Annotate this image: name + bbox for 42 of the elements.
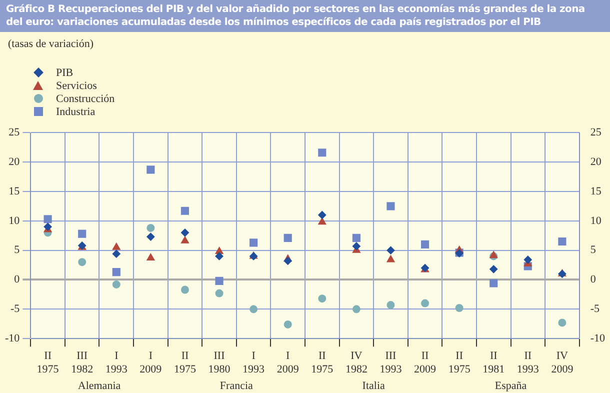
- x-tick-label: I 2009: [140, 350, 162, 376]
- legend-label: PIB: [56, 66, 74, 78]
- y-tick-label: 10: [8, 214, 20, 227]
- text: Francia: [220, 380, 254, 392]
- y2-tick-label: 10: [590, 214, 602, 227]
- y-tick-label: -10: [4, 332, 20, 344]
- x-tick-label: II 2009: [414, 350, 437, 376]
- y2-tick-label: 15: [590, 185, 602, 198]
- text: Alemania: [78, 380, 121, 392]
- y2-tick-label: 5: [590, 244, 596, 256]
- text: Italia: [362, 380, 385, 392]
- x-tick-label: II 1981: [482, 350, 505, 376]
- y2-tick-label: 0: [590, 274, 596, 286]
- x-tick-label: II 1975: [311, 350, 334, 376]
- legend-label: Construcción: [56, 92, 115, 104]
- x-tick-label: II 1975: [174, 350, 196, 376]
- y2-tick-label: 20: [590, 156, 602, 168]
- legend-label: Servicios: [56, 80, 97, 92]
- y-tick-label: 5: [14, 244, 20, 256]
- x-tick-label: IV 2009: [551, 350, 574, 376]
- y2-tick-label: 25: [590, 126, 602, 138]
- y-tick-label: 15: [8, 185, 20, 198]
- x-tick-label: I 1993: [105, 350, 128, 376]
- y-tick-label: 20: [8, 156, 20, 168]
- y-tick-label: -5: [10, 303, 20, 316]
- x-tick-label: III 1982: [71, 350, 94, 376]
- text: España: [494, 380, 527, 392]
- chart-subtitle: (tasas de variación): [7, 37, 95, 52]
- y-tick-label: 0: [14, 274, 20, 286]
- chart-title: Gráfico B Recuperaciones del PIB y del valor añadido por sectores en las economías más grandes de la zona del euro: variaciones acumuladas desde los mínimos específicos de cada país registrados por el PIB: [0, 0, 610, 32]
- y2-tick-label: -5: [590, 303, 600, 316]
- x-tick-label: I 1993: [242, 350, 266, 376]
- legend-label: Industria: [56, 106, 96, 118]
- x-tick-label: IV 1982: [345, 350, 368, 376]
- x-tick-label: III 1980: [208, 350, 231, 376]
- x-tick-label: II 1975: [448, 350, 471, 376]
- y-tick-label: 25: [8, 126, 20, 138]
- y2-tick-label: -10: [590, 332, 606, 344]
- x-tick-label: II 1993: [516, 350, 540, 376]
- x-tick-label: II 1975: [36, 350, 60, 376]
- x-tick-label: I 2009: [276, 350, 300, 376]
- x-tick-label: III 1993: [380, 350, 402, 376]
